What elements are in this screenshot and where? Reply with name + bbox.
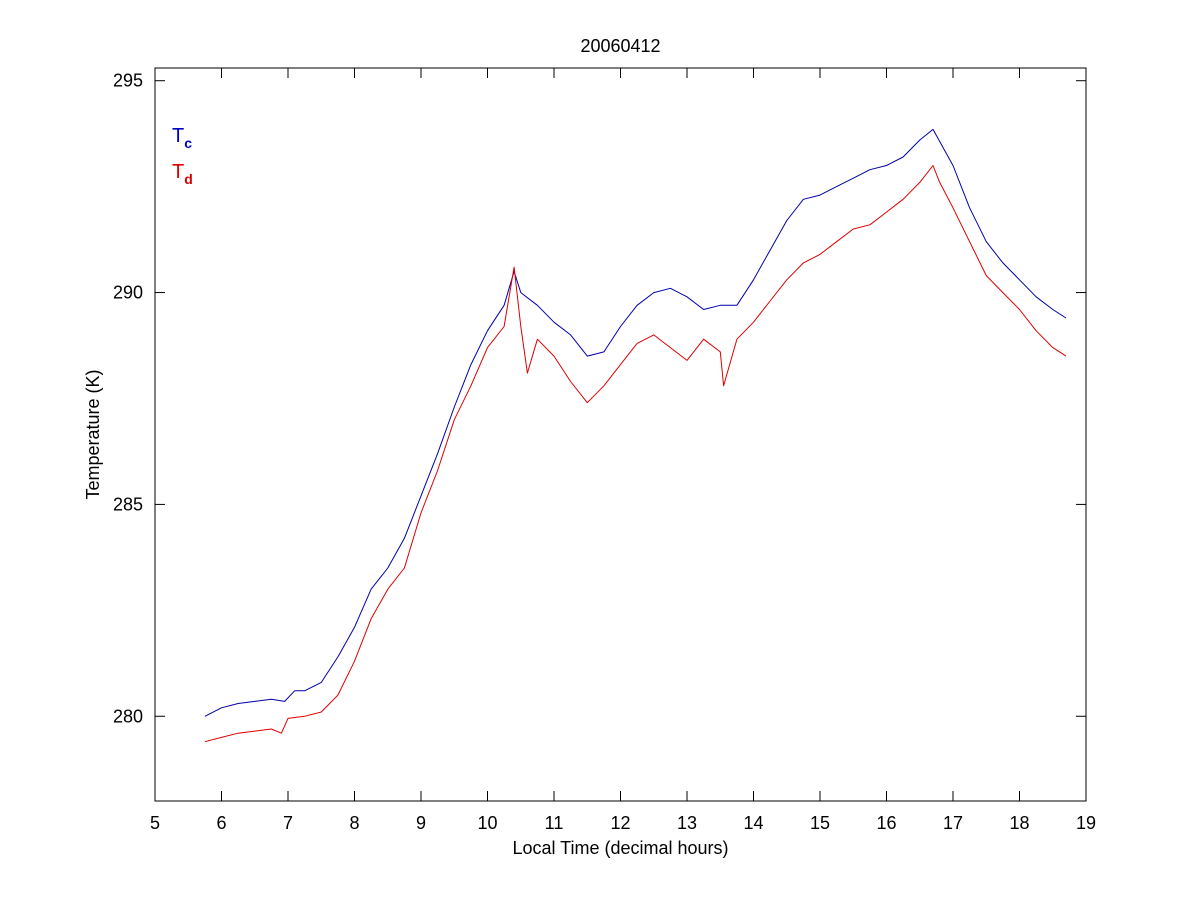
x-tick-label-15: 15 [810,813,830,833]
series-line-tc [204,128,1067,717]
y-tick-label-295: 295 [113,71,143,91]
legend-entry-tc: Tc [172,125,192,151]
x-tick-label-11: 11 [545,813,564,833]
ticks-layer [154,68,1087,801]
y-tick-label-280: 280 [113,706,143,726]
x-tick-label-12: 12 [610,813,630,833]
x-tick-label-19: 19 [1076,813,1096,833]
x-tick-label-9: 9 [416,813,426,833]
tick-labels-layer: 5 6 7 8 9 10 11 12 13 14 15 16 17 18 19 280 285 290 295 [113,71,1096,833]
x-tick-label-10: 10 [477,813,497,833]
legend: Tc Td [172,125,193,187]
legend-entry-td-sub: d [184,171,193,187]
series-layer [204,128,1067,743]
x-tick-label-7: 7 [283,813,293,833]
x-tick-label-5: 5 [150,813,160,833]
x-axis-label: Local Time (decimal hours) [512,838,728,858]
legend-entry-tc-main: T [172,125,184,147]
x-tick-label-13: 13 [677,813,697,833]
x-tick-label-6: 6 [216,813,226,833]
legend-entry-td-main: T [172,161,184,183]
x-tick-label-8: 8 [349,813,359,833]
y-tick-label-290: 290 [113,283,143,303]
legend-entry-td: Td [172,161,193,187]
chart-title: 20060412 [580,36,660,56]
x-tick-label-14: 14 [743,813,763,833]
series-line-td [204,165,1067,743]
legend-entry-tc-sub: c [184,135,192,151]
x-tick-label-17: 17 [943,813,963,833]
y-axis-label: Temperature (K) [83,369,103,499]
x-tick-label-16: 16 [876,813,896,833]
x-tick-label-18: 18 [1009,813,1029,833]
y-tick-label-285: 285 [113,494,143,514]
